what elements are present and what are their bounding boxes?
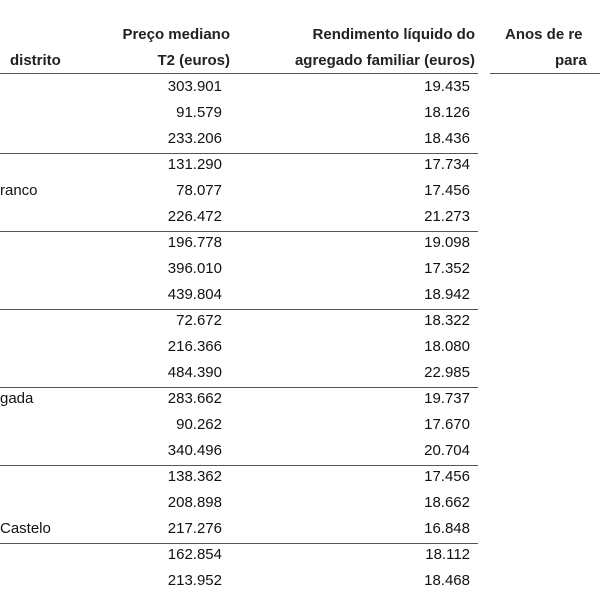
income-cell: 19.098 xyxy=(424,234,470,251)
income-cell: 22.985 xyxy=(424,364,470,381)
price-cell: 340.496 xyxy=(167,442,222,459)
income-cell: 18.468 xyxy=(424,572,470,589)
group-rule xyxy=(0,231,478,232)
income-cell: 18.112 xyxy=(425,546,470,563)
price-cell: 283.662 xyxy=(167,390,222,407)
group-rule xyxy=(0,153,478,154)
price-cell: 484.390 xyxy=(167,364,222,381)
region-cell: Castelo xyxy=(0,520,51,537)
price-cell: 90.262 xyxy=(176,416,222,433)
price-cell: 196.778 xyxy=(167,234,222,251)
income-cell: 19.435 xyxy=(424,78,470,95)
header-price: Preço mediano xyxy=(122,26,230,43)
income-cell: 17.734 xyxy=(424,156,470,173)
price-cell: 226.472 xyxy=(167,208,222,225)
group-rule xyxy=(0,465,478,466)
income-cell: 20.704 xyxy=(424,442,470,459)
income-cell: 19.737 xyxy=(424,390,470,407)
income-cell: 18.942 xyxy=(424,286,470,303)
price-cell: 91.579 xyxy=(176,104,222,121)
income-cell: 21.273 xyxy=(424,208,470,225)
price-cell: 217.276 xyxy=(167,520,222,537)
price-cell: 78.077 xyxy=(176,182,222,199)
price-cell: 138.362 xyxy=(167,468,222,485)
price-cell: 162.854 xyxy=(167,546,222,563)
group-rule xyxy=(0,543,478,544)
price-cell: 216.366 xyxy=(167,338,222,355)
price-cell: 233.206 xyxy=(167,130,222,147)
income-cell: 16.848 xyxy=(424,520,470,537)
region-cell: gada xyxy=(0,390,34,407)
price-cell: 439.804 xyxy=(167,286,222,303)
income-cell: 18.322 xyxy=(424,312,470,329)
price-cell: 131.290 xyxy=(167,156,222,173)
income-cell: 17.670 xyxy=(424,416,470,433)
price-cell: 213.952 xyxy=(167,572,222,589)
header-years: Anos de re xyxy=(505,26,583,43)
header-years: para xyxy=(555,52,587,69)
header-income: Rendimento líquido do xyxy=(312,26,475,43)
region-cell: ranco xyxy=(0,182,38,199)
group-rule xyxy=(0,387,478,388)
price-cell: 208.898 xyxy=(167,494,222,511)
header-rule xyxy=(490,73,600,74)
income-cell: 17.456 xyxy=(424,468,470,485)
price-cell: 72.672 xyxy=(176,312,222,329)
header-income: agregado familiar (euros) xyxy=(294,52,475,69)
income-cell: 17.352 xyxy=(424,260,470,277)
price-cell: 303.901 xyxy=(167,78,222,95)
income-cell: 18.080 xyxy=(424,338,470,355)
header-region: distrito xyxy=(10,52,61,69)
group-rule xyxy=(0,309,478,310)
price-cell: 396.010 xyxy=(167,260,222,277)
income-cell: 18.662 xyxy=(424,494,470,511)
income-cell: 17.456 xyxy=(424,182,470,199)
income-cell: 18.126 xyxy=(424,104,470,121)
header-rule xyxy=(0,73,478,74)
header-price: T2 (euros) xyxy=(157,52,230,69)
income-cell: 18.436 xyxy=(424,130,470,147)
